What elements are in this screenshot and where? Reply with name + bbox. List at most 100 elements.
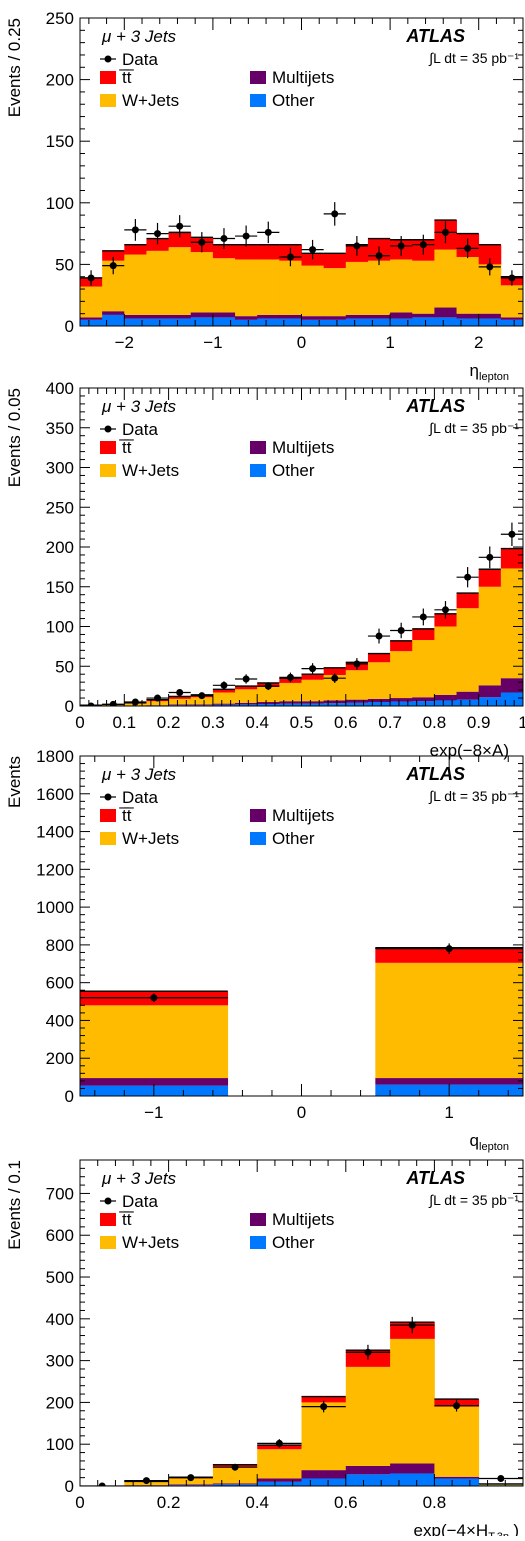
bar-ttbar xyxy=(324,253,347,268)
data-point xyxy=(331,210,338,217)
bar-other xyxy=(390,1473,435,1486)
bar-multijets xyxy=(169,704,192,705)
bar-wjets xyxy=(146,251,169,315)
data-point xyxy=(265,229,272,236)
bar-other xyxy=(434,317,457,326)
y-tick-label: 1400 xyxy=(36,823,74,842)
bar-other xyxy=(102,315,125,326)
x-tick-label: 0.4 xyxy=(245,1493,269,1512)
plot-area xyxy=(80,202,523,326)
y-tick-label: 50 xyxy=(55,255,74,274)
bar-wjets xyxy=(235,259,258,316)
legend-data-label: Data xyxy=(122,1192,158,1211)
bar-other xyxy=(501,692,524,706)
legend-swatch-multijets xyxy=(250,1213,266,1226)
lumi-label: ∫L dt = 35 pb⁻¹ xyxy=(428,50,519,66)
bar-wjets xyxy=(434,627,457,695)
bar-ttbar xyxy=(124,245,147,255)
bar-wjets xyxy=(80,1005,228,1078)
y-tick-label: 400 xyxy=(46,1310,74,1329)
bar-multijets xyxy=(302,1470,347,1478)
y-tick-label: 600 xyxy=(46,1226,74,1245)
bar-ttbar xyxy=(479,569,502,586)
x-tick-label: 0.6 xyxy=(334,713,358,732)
bar-multijets xyxy=(346,1466,391,1474)
bar-multijets xyxy=(213,704,236,705)
legend-channel: μ + 3 Jets xyxy=(101,1169,177,1188)
data-point xyxy=(331,675,338,682)
data-point xyxy=(243,233,250,240)
bar-other xyxy=(479,697,502,706)
bar-ttbar xyxy=(235,245,258,260)
bar-ttbar xyxy=(501,549,524,569)
bar-multijets xyxy=(346,700,369,703)
x-tick-label: 0.5 xyxy=(290,713,314,732)
x-tick-label: 0.2 xyxy=(157,1493,181,1512)
data-point xyxy=(287,254,294,261)
bar-multijets xyxy=(324,316,347,320)
y-tick-label: 350 xyxy=(46,419,74,438)
bar-multijets xyxy=(279,701,302,703)
legend-label-wjets: W+Jets xyxy=(122,91,179,110)
bar-wjets xyxy=(302,680,325,701)
legend-channel: μ + 3 Jets xyxy=(101,765,177,784)
data-point xyxy=(309,665,316,672)
bar-wjets xyxy=(434,250,457,308)
y-tick-label: 400 xyxy=(46,1011,74,1030)
x-axis-subscript: lepton xyxy=(479,1141,509,1153)
legend-swatch-multijets xyxy=(250,441,266,454)
bar-wjets xyxy=(501,568,524,678)
data-point xyxy=(508,531,515,538)
data-point xyxy=(176,223,183,230)
bar-multijets xyxy=(390,1463,435,1473)
bar-multijets xyxy=(169,1484,214,1485)
bar-wjets xyxy=(375,963,523,1078)
legend-label-multijets: Multijets xyxy=(272,438,334,457)
data-point xyxy=(232,1464,239,1471)
bar-other xyxy=(412,317,435,326)
x-tick-label: 0.2 xyxy=(157,713,181,732)
x-tick-label: 0.9 xyxy=(467,713,491,732)
legend-swatch-multijets xyxy=(250,809,266,822)
x-axis-title: exp(−8×A) xyxy=(430,741,509,760)
bar-multijets xyxy=(368,699,391,702)
data-point xyxy=(420,241,427,248)
y-tick-label: 400 xyxy=(46,379,74,398)
data-point xyxy=(143,1477,150,1484)
legend-label-ttbar: t̅t̅ xyxy=(119,806,134,825)
legend-channel: μ + 3 Jets xyxy=(101,397,177,416)
legend-swatch-wjets xyxy=(100,832,116,845)
x-tick-label: 0.3 xyxy=(201,713,225,732)
y-tick-label: 200 xyxy=(46,538,74,557)
bar-other xyxy=(257,319,280,326)
x-tick-label: 1 xyxy=(444,1103,453,1122)
bar-wjets xyxy=(324,268,347,316)
data-point xyxy=(464,574,471,581)
x-tick-label: 1 xyxy=(518,713,525,732)
legend-label-wjets: W+Jets xyxy=(122,1233,179,1252)
legend-label-other: Other xyxy=(272,1233,315,1252)
legend-swatch-ttbar xyxy=(100,1213,116,1226)
data-point xyxy=(198,239,205,246)
atlas-label: ATLAS xyxy=(405,396,465,416)
bar-multijets xyxy=(434,695,457,701)
bar-ttbar xyxy=(457,593,480,608)
legend-swatch-ttbar xyxy=(100,71,116,84)
plot-area xyxy=(80,523,523,710)
data-point xyxy=(409,1322,416,1329)
bar-other xyxy=(434,1478,479,1486)
bar-multijets xyxy=(501,317,524,319)
y-tick-label: 100 xyxy=(46,618,74,637)
legend-swatch-other xyxy=(250,94,266,107)
bar-other xyxy=(146,319,169,326)
data-point xyxy=(486,263,493,270)
legend-label-multijets: Multijets xyxy=(272,68,334,87)
bar-multijets xyxy=(479,685,502,697)
bar-wjets xyxy=(257,259,280,314)
data-point xyxy=(353,242,360,249)
legend-channel: μ + 3 Jets xyxy=(101,27,177,46)
x-tick-label: −1 xyxy=(144,1103,163,1122)
plot-area xyxy=(80,1317,523,1490)
bar-wjets xyxy=(302,1402,347,1470)
